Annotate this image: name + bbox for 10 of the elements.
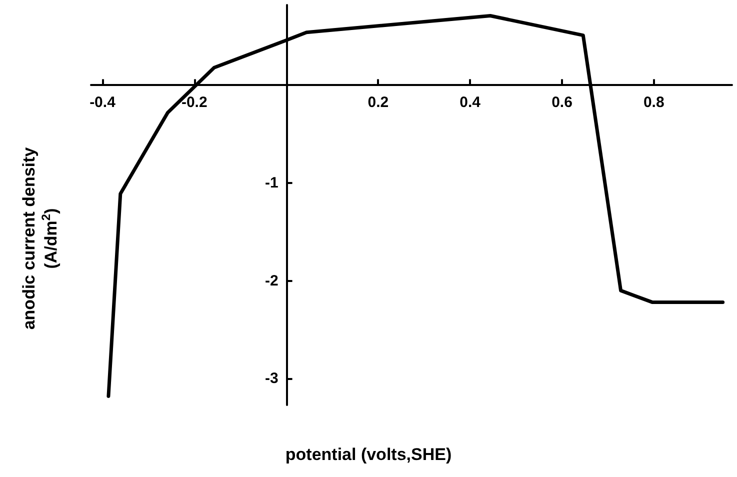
x-tick-label: 0.8 <box>643 94 664 112</box>
x-tick-label: 0.2 <box>368 94 389 112</box>
x-tick-label: -0.4 <box>90 94 116 112</box>
x-tick-label: -0.2 <box>181 94 208 112</box>
y-tick-label: -2 <box>264 272 278 290</box>
y-tick-label: -3 <box>264 370 278 388</box>
x-tick-label: 0.4 <box>460 94 482 112</box>
x-axis-title: potential (volts,SHE) <box>285 445 452 464</box>
y-tick-label: -1 <box>264 174 278 192</box>
x-tick-label: 0.6 <box>552 94 572 112</box>
